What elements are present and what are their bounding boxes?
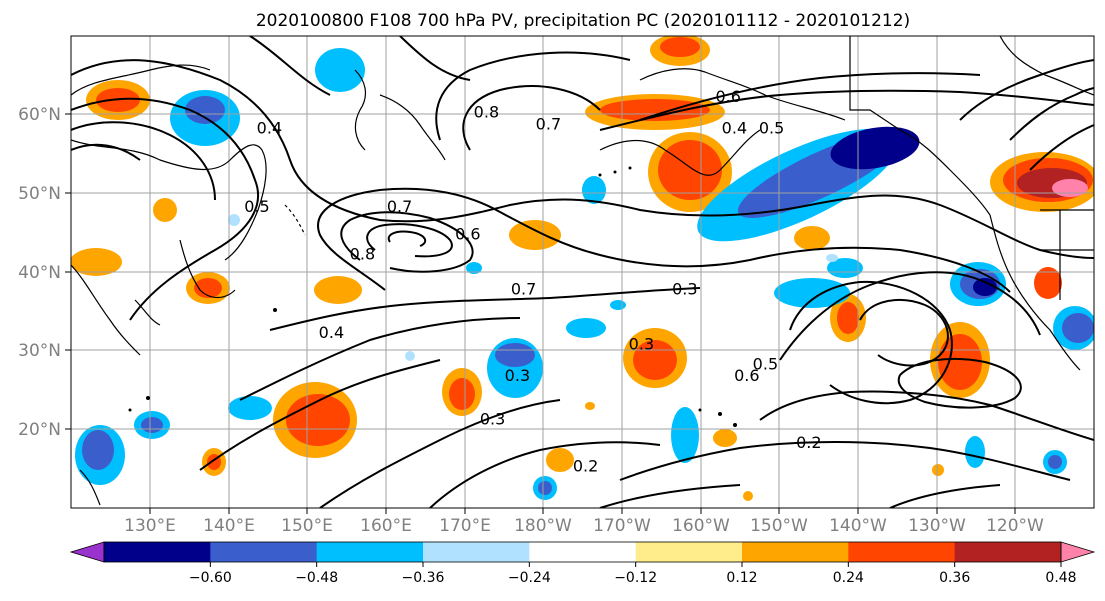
contour-label: 0.7 [511,280,536,299]
colorbar-swatch [316,542,424,562]
contour-label: 0.3 [480,409,505,428]
contour-label: 0.6 [715,87,740,106]
colorbar-swatch [210,542,318,562]
lat-axis: 60°N 50°N 40°N 30°N 20°N [18,105,71,440]
colorbar-tick-label: −0.36 [402,570,445,586]
lon-tick-label: 140°W [829,516,887,536]
colorbar-tick-label: −0.60 [189,570,232,586]
colorbar-swatch [848,542,956,562]
contour-label: 0.3 [629,335,654,354]
lon-tick-label: 150°W [750,516,808,536]
lon-tick-label: 130°E [124,516,176,536]
lon-tick-label: 160°W [672,516,730,536]
lat-tick-label: 20°N [18,420,61,440]
lon-tick-label: 130°W [908,516,966,536]
colorbar-extend-low [69,541,105,563]
contour-label: 0.5 [244,197,269,216]
lon-tick-label: 180°W [514,516,572,536]
contour-labels: 0.60.70.80.70.80.60.70.50.40.30.30.50.60… [244,87,821,476]
colorbar-swatch [635,542,743,562]
figure-title: 2020100800 F108 700 hPa PV, precipitatio… [256,11,910,31]
colorbar-swatch [529,542,637,562]
colorbar-extend-high [1060,541,1096,563]
contour-label: 0.3 [505,366,530,385]
contour-label: 0.3 [672,280,697,299]
lon-tick-label: 170°W [593,516,651,536]
contour-label: 0.8 [350,244,375,263]
colorbar-swatch [742,542,849,562]
contour-label: 0.7 [536,114,561,133]
islands [128,166,737,427]
contour-label: 0.7 [387,197,412,216]
colorbar-tick-label: 0.24 [833,570,864,586]
colorbar-ticks: −0.60 −0.48 −0.36 −0.24 −0.12 0.12 0.24 0.36 0.4… [189,562,1077,586]
contour-label: 0.4 [257,118,282,137]
map-panel: 0.60.70.80.70.80.60.70.50.40.30.30.50.60… [70,35,1095,509]
graticule [71,36,1094,508]
contour-label: 0.6 [455,225,480,244]
lon-axis: 130°E 140°E 150°E 160°E 170°E 180°W 170°… [124,508,1044,536]
lon-tick-label: 170°E [439,516,491,536]
colorbar-tick-label: −0.48 [295,570,338,586]
lat-tick-label: 50°N [18,184,61,204]
colorbar-swatches [69,541,1096,563]
contour-label: 0.4 [722,118,747,137]
lon-tick-label: 160°E [360,516,412,536]
colorbar-swatch [423,542,530,562]
lat-tick-label: 60°N [18,105,61,125]
colorbar-swatch [954,542,1062,562]
contour-label: 0.4 [319,323,344,342]
lat-tick-label: 40°N [18,263,61,283]
colorbar-tick-label: 0.12 [726,570,757,586]
contour-label: 0.2 [573,457,598,476]
colorbar-tick-label: 0.36 [939,570,970,586]
contour-label: 0.5 [753,354,778,373]
precip-negative-a [75,48,1094,500]
pv-contours [71,36,1094,508]
colorbar-tick-label: −0.24 [508,570,551,586]
lon-tick-label: 140°E [203,516,255,536]
lat-tick-label: 30°N [18,341,61,361]
contour-label: 0.8 [474,103,499,122]
contour-label: 0.6 [734,366,759,385]
colorbar-tick-label: 0.48 [1045,570,1076,586]
coastlines [71,36,1094,506]
lon-tick-label: 150°E [281,516,333,536]
colorbar-swatch [104,542,211,562]
lon-tick-label: 120°W [986,516,1044,536]
colorbar-frame [103,541,1062,563]
contour-label: 0.5 [759,118,784,137]
colorbar: −0.60 −0.48 −0.36 −0.24 −0.12 0.12 0.24 0.36 0.4… [69,541,1096,586]
colorbar-tick-label: −0.12 [614,570,657,586]
contour-label: 0.2 [796,433,821,452]
